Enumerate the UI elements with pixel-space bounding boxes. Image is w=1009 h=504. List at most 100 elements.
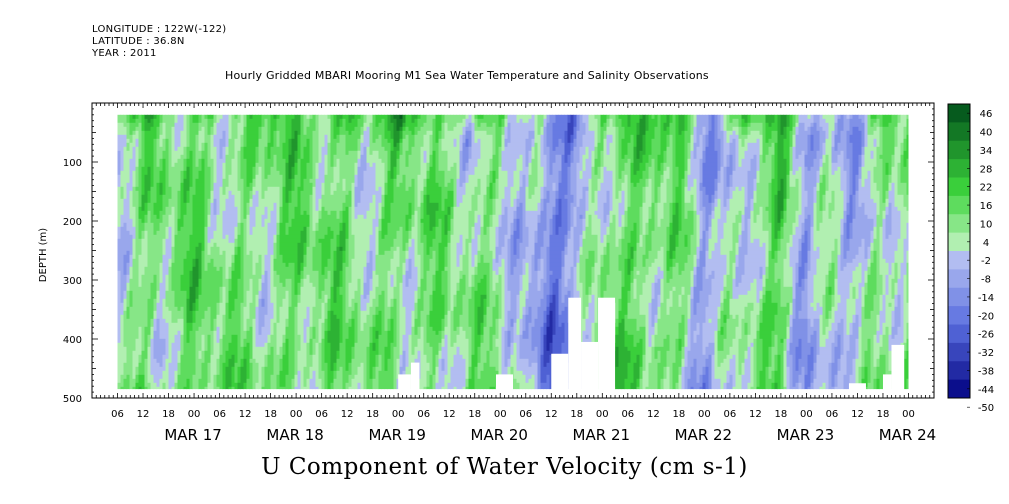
heatmap-cell: [246, 342, 250, 348]
heatmap-cell: [177, 146, 181, 152]
heatmap-cell: [126, 238, 130, 244]
heatmap-cell: [231, 246, 235, 252]
heatmap-cell: [201, 134, 205, 140]
heatmap-cell: [318, 290, 322, 296]
heatmap-cell: [138, 254, 142, 260]
heatmap-cell: [180, 162, 184, 168]
heatmap-cell: [222, 262, 226, 268]
heatmap-cell: [180, 262, 184, 268]
heatmap-cell: [186, 206, 190, 212]
heatmap-cell: [141, 366, 145, 372]
heatmap-cell: [318, 154, 322, 160]
heatmap-cell: [225, 118, 229, 124]
heatmap-cell: [273, 350, 277, 356]
heatmap-cell: [147, 294, 151, 300]
heatmap-cell: [300, 246, 304, 252]
heatmap-cell: [303, 330, 307, 336]
heatmap-cell: [300, 226, 304, 232]
heatmap-cell: [258, 130, 262, 136]
heatmap-cell: [177, 266, 181, 272]
heatmap-cell: [312, 374, 316, 380]
heatmap-cell: [222, 202, 226, 208]
heatmap-cell: [132, 258, 136, 264]
heatmap-cell: [330, 282, 334, 288]
heatmap-cell: [276, 282, 280, 288]
heatmap-cell: [240, 318, 244, 324]
heatmap-cell: [243, 254, 247, 260]
heatmap-cell: [288, 310, 292, 316]
heatmap-cell: [294, 114, 298, 120]
heatmap-cell: [249, 266, 253, 272]
heatmap-cell: [150, 238, 154, 244]
heatmap-cell: [273, 262, 277, 268]
heatmap-cell: [159, 242, 163, 248]
heatmap-cell: [261, 162, 265, 168]
heatmap-cell: [135, 162, 139, 168]
heatmap-cell: [267, 338, 271, 344]
heatmap-cell: [315, 326, 319, 332]
heatmap-cell: [312, 250, 316, 256]
heatmap-cell: [132, 226, 136, 232]
heatmap-cell: [201, 330, 205, 336]
heatmap-cell: [243, 170, 247, 176]
heatmap-cell: [321, 154, 325, 160]
heatmap-cell: [240, 282, 244, 288]
heatmap-cell: [168, 142, 172, 148]
heatmap-cell: [126, 138, 130, 144]
heatmap-cell: [186, 162, 190, 168]
heatmap-cell: [201, 238, 205, 244]
heatmap-cell: [156, 334, 160, 340]
heatmap-cell: [252, 322, 256, 328]
heatmap-cell: [303, 322, 307, 328]
heatmap-cell: [303, 318, 307, 324]
heatmap-cell: [225, 330, 229, 336]
heatmap-cell: [147, 302, 151, 308]
heatmap-cell: [159, 358, 163, 364]
heatmap-cell: [216, 186, 220, 192]
heatmap-cell: [165, 254, 169, 260]
heatmap-cell: [300, 278, 304, 284]
heatmap-cell: [216, 198, 220, 204]
heatmap-cell: [324, 154, 328, 160]
heatmap-cell: [213, 350, 217, 356]
heatmap-cell: [189, 234, 193, 240]
heatmap-cell: [267, 386, 271, 390]
heatmap-cell: [180, 322, 184, 328]
heatmap-cell: [294, 142, 298, 148]
heatmap-cell: [297, 286, 301, 292]
heatmap-cell: [201, 218, 205, 224]
heatmap-cell: [162, 230, 166, 236]
heatmap-cell: [132, 114, 136, 120]
heatmap-cell: [180, 270, 184, 276]
heatmap-cell: [117, 342, 121, 348]
heatmap-cell: [285, 130, 289, 136]
heatmap-cell: [168, 386, 172, 390]
heatmap-cell: [144, 382, 148, 388]
heatmap-cell: [234, 322, 238, 328]
heatmap-cell: [165, 182, 169, 188]
heatmap-cell: [171, 130, 175, 136]
heatmap-cell: [312, 362, 316, 368]
heatmap-cell: [285, 290, 289, 296]
heatmap-cell: [261, 226, 265, 232]
heatmap-cell: [201, 242, 205, 248]
heatmap-cell: [219, 378, 223, 384]
heatmap-cell: [162, 186, 166, 192]
heatmap-cell: [204, 286, 208, 292]
heatmap-cell: [213, 366, 217, 372]
heatmap-cell: [192, 230, 196, 236]
heatmap-cell: [141, 358, 145, 364]
heatmap-cell: [288, 306, 292, 312]
heatmap-cell: [258, 246, 262, 252]
heatmap-cell: [126, 222, 130, 228]
heatmap-cell: [165, 206, 169, 212]
heatmap-cell: [246, 262, 250, 268]
heatmap-cell: [141, 186, 145, 192]
heatmap-cell: [210, 382, 214, 388]
heatmap-cell: [126, 250, 130, 256]
heatmap-cell: [234, 206, 238, 212]
heatmap-cell: [246, 158, 250, 164]
heatmap-cell: [258, 274, 262, 280]
heatmap-cell: [150, 114, 154, 120]
heatmap-cell: [117, 302, 121, 308]
